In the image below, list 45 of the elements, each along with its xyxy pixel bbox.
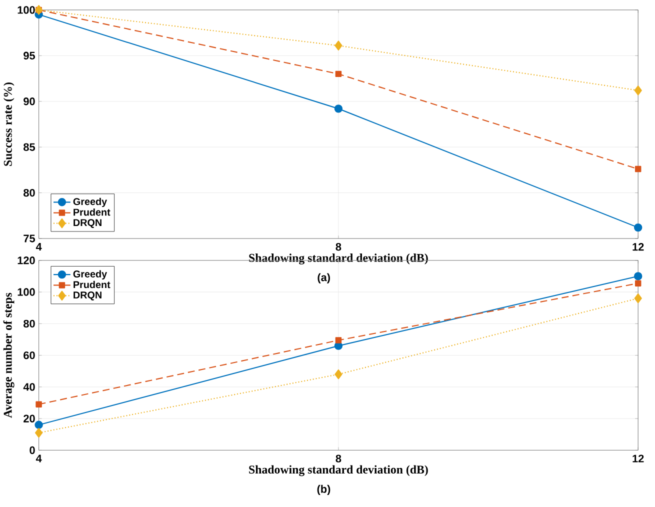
text: (b) [317, 484, 330, 496]
point [334, 369, 342, 380]
x-axis-title: Shadowing standard deviation (dB) [249, 465, 428, 476]
point [634, 86, 642, 96]
y-tick-label: 80 [24, 189, 35, 197]
legend-label: Greedy [73, 270, 108, 280]
y-tick-label: 90 [24, 98, 35, 106]
y-tick-label: 100 [18, 6, 35, 14]
x-tick-label: 12 [632, 454, 644, 462]
y-tick-label: 120 [18, 256, 35, 264]
legend-label: Prudent [74, 280, 110, 288]
point [34, 428, 43, 438]
y-tick-label: 0 [30, 446, 35, 454]
legend-label: DRQN [74, 292, 102, 300]
point [34, 420, 43, 430]
y-axis-title: Success rate (%) [4, 82, 14, 166]
point [335, 337, 342, 344]
x-tick-label: 12 [632, 243, 644, 251]
y-tick-label: 80 [24, 320, 35, 328]
legend-label: Greedy [73, 198, 108, 208]
x-tick-label: 8 [336, 454, 342, 462]
point [335, 70, 342, 78]
annotation: (a) [318, 273, 330, 284]
y-tick-label: 60 [24, 352, 35, 360]
x-tick-label: 4 [36, 454, 42, 462]
y-tick-label: 20 [24, 414, 35, 422]
y-tick-label: 40 [23, 383, 35, 391]
point [634, 224, 642, 232]
y-axis-title: Average number of steps [3, 292, 14, 418]
point [634, 280, 642, 287]
point [634, 272, 642, 280]
y-tick-label: 100 [18, 288, 35, 296]
point [334, 40, 342, 51]
point [334, 104, 343, 113]
x-axis-title: Shadowing standard deviation (dB) [249, 254, 428, 264]
legend-label: Prudent [74, 208, 110, 216]
point [36, 401, 42, 408]
legend-label: DRQN [74, 219, 102, 228]
point [634, 166, 642, 172]
point [634, 294, 642, 304]
y-tick-label: 85 [24, 143, 35, 152]
x-tick-label: 4 [36, 243, 42, 251]
x-tick-label: 8 [336, 243, 342, 251]
y-tick-label: 95 [24, 52, 35, 60]
y-tick-label: 75 [24, 234, 35, 242]
